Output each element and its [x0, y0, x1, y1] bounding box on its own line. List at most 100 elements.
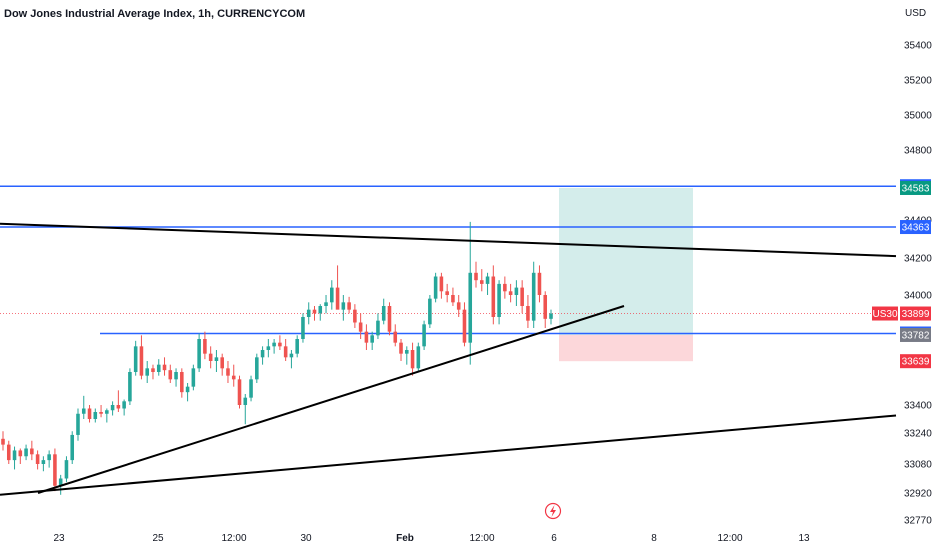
candle [399, 339, 403, 361]
candle [526, 295, 530, 328]
candle [433, 272, 438, 303]
candle-body [76, 413, 80, 435]
candle [99, 405, 103, 418]
candle [255, 353, 259, 383]
price-label-text: 33639 [902, 357, 930, 368]
candle [335, 265, 340, 310]
candle [358, 313, 363, 339]
candle-body [370, 335, 374, 343]
position-stop-zone[interactable] [559, 334, 693, 362]
candle-body [387, 306, 392, 332]
x-tick-label: 13 [798, 533, 810, 544]
price-label-34583: 34583 [900, 180, 931, 195]
candle [237, 375, 242, 409]
candle [451, 287, 455, 306]
candle-body [214, 357, 219, 361]
candle [18, 448, 23, 464]
candle-body [58, 478, 63, 486]
candle [306, 302, 311, 325]
position-target-zone[interactable] [559, 187, 693, 335]
candle [70, 431, 75, 464]
candle [439, 272, 444, 299]
candle-body [174, 372, 178, 380]
chart-title: Dow Jones Industrial Average Index, 1h, … [4, 8, 306, 20]
candle [479, 269, 484, 292]
candle [381, 298, 386, 325]
candle-body [87, 408, 92, 419]
candle [6, 440, 11, 464]
candle-body [35, 454, 40, 464]
y-tick-label: 33400 [904, 401, 932, 412]
candle [249, 375, 253, 402]
trendline-2[interactable] [37, 305, 625, 494]
candle [283, 339, 288, 361]
price-label-bg [900, 220, 931, 235]
y-tick-label: 35000 [904, 111, 932, 122]
candle [278, 335, 282, 350]
y-tick-label: 33240 [904, 429, 932, 440]
candle-body [105, 410, 109, 414]
candle [139, 335, 144, 380]
candle-body [231, 375, 236, 380]
candle [180, 368, 184, 398]
candle [503, 276, 507, 299]
candle-body [237, 379, 242, 405]
candle-body [479, 280, 484, 284]
candle-body [208, 353, 213, 361]
candle-body [549, 313, 553, 319]
candle [549, 309, 553, 325]
y-tick-label: 35200 [904, 76, 932, 87]
candle [393, 324, 398, 347]
lightning-icon-bolt [550, 505, 556, 517]
candle-body [428, 298, 432, 325]
candle-body [330, 287, 334, 303]
lightning-icon[interactable] [544, 502, 562, 520]
candle [231, 364, 236, 387]
price-label-text: 34363 [902, 223, 930, 234]
candle [243, 394, 248, 425]
candle-body [203, 339, 207, 354]
candle [208, 346, 213, 369]
candle [156, 359, 161, 376]
symbol-tag-text: US30 [872, 309, 897, 320]
currency-label: USD [905, 8, 927, 19]
candle-body [110, 405, 115, 411]
candle-body [255, 357, 259, 380]
candle-body [145, 368, 149, 376]
candle [266, 339, 271, 358]
candle-body [1, 438, 5, 445]
candle [295, 335, 299, 358]
y-tick-label: 34000 [904, 291, 932, 302]
candle [197, 333, 201, 372]
trendline-1[interactable] [0, 222, 897, 258]
candle-body [266, 346, 271, 350]
trendline-3[interactable] [0, 414, 897, 496]
candle [12, 446, 17, 470]
candle-body [18, 450, 23, 457]
candle [162, 357, 167, 376]
candle-body [47, 454, 51, 461]
candle-body [468, 272, 473, 343]
candle [191, 364, 196, 391]
candle-body [249, 379, 253, 398]
candle-body [451, 295, 455, 303]
candle-body [497, 283, 501, 317]
candle [110, 401, 115, 416]
candle [364, 324, 369, 350]
candle-body [543, 295, 548, 319]
candle-body [226, 368, 230, 376]
candle [128, 368, 132, 405]
candle-body [399, 342, 403, 354]
candle [330, 280, 334, 310]
candle-body [405, 350, 409, 354]
candle-body [30, 448, 34, 455]
candle-body [445, 291, 449, 295]
candle [445, 283, 449, 303]
candle [301, 313, 305, 343]
candle-body [508, 291, 513, 295]
y-tick-label: 32770 [904, 516, 932, 527]
candle [537, 265, 542, 303]
candle [485, 272, 490, 295]
